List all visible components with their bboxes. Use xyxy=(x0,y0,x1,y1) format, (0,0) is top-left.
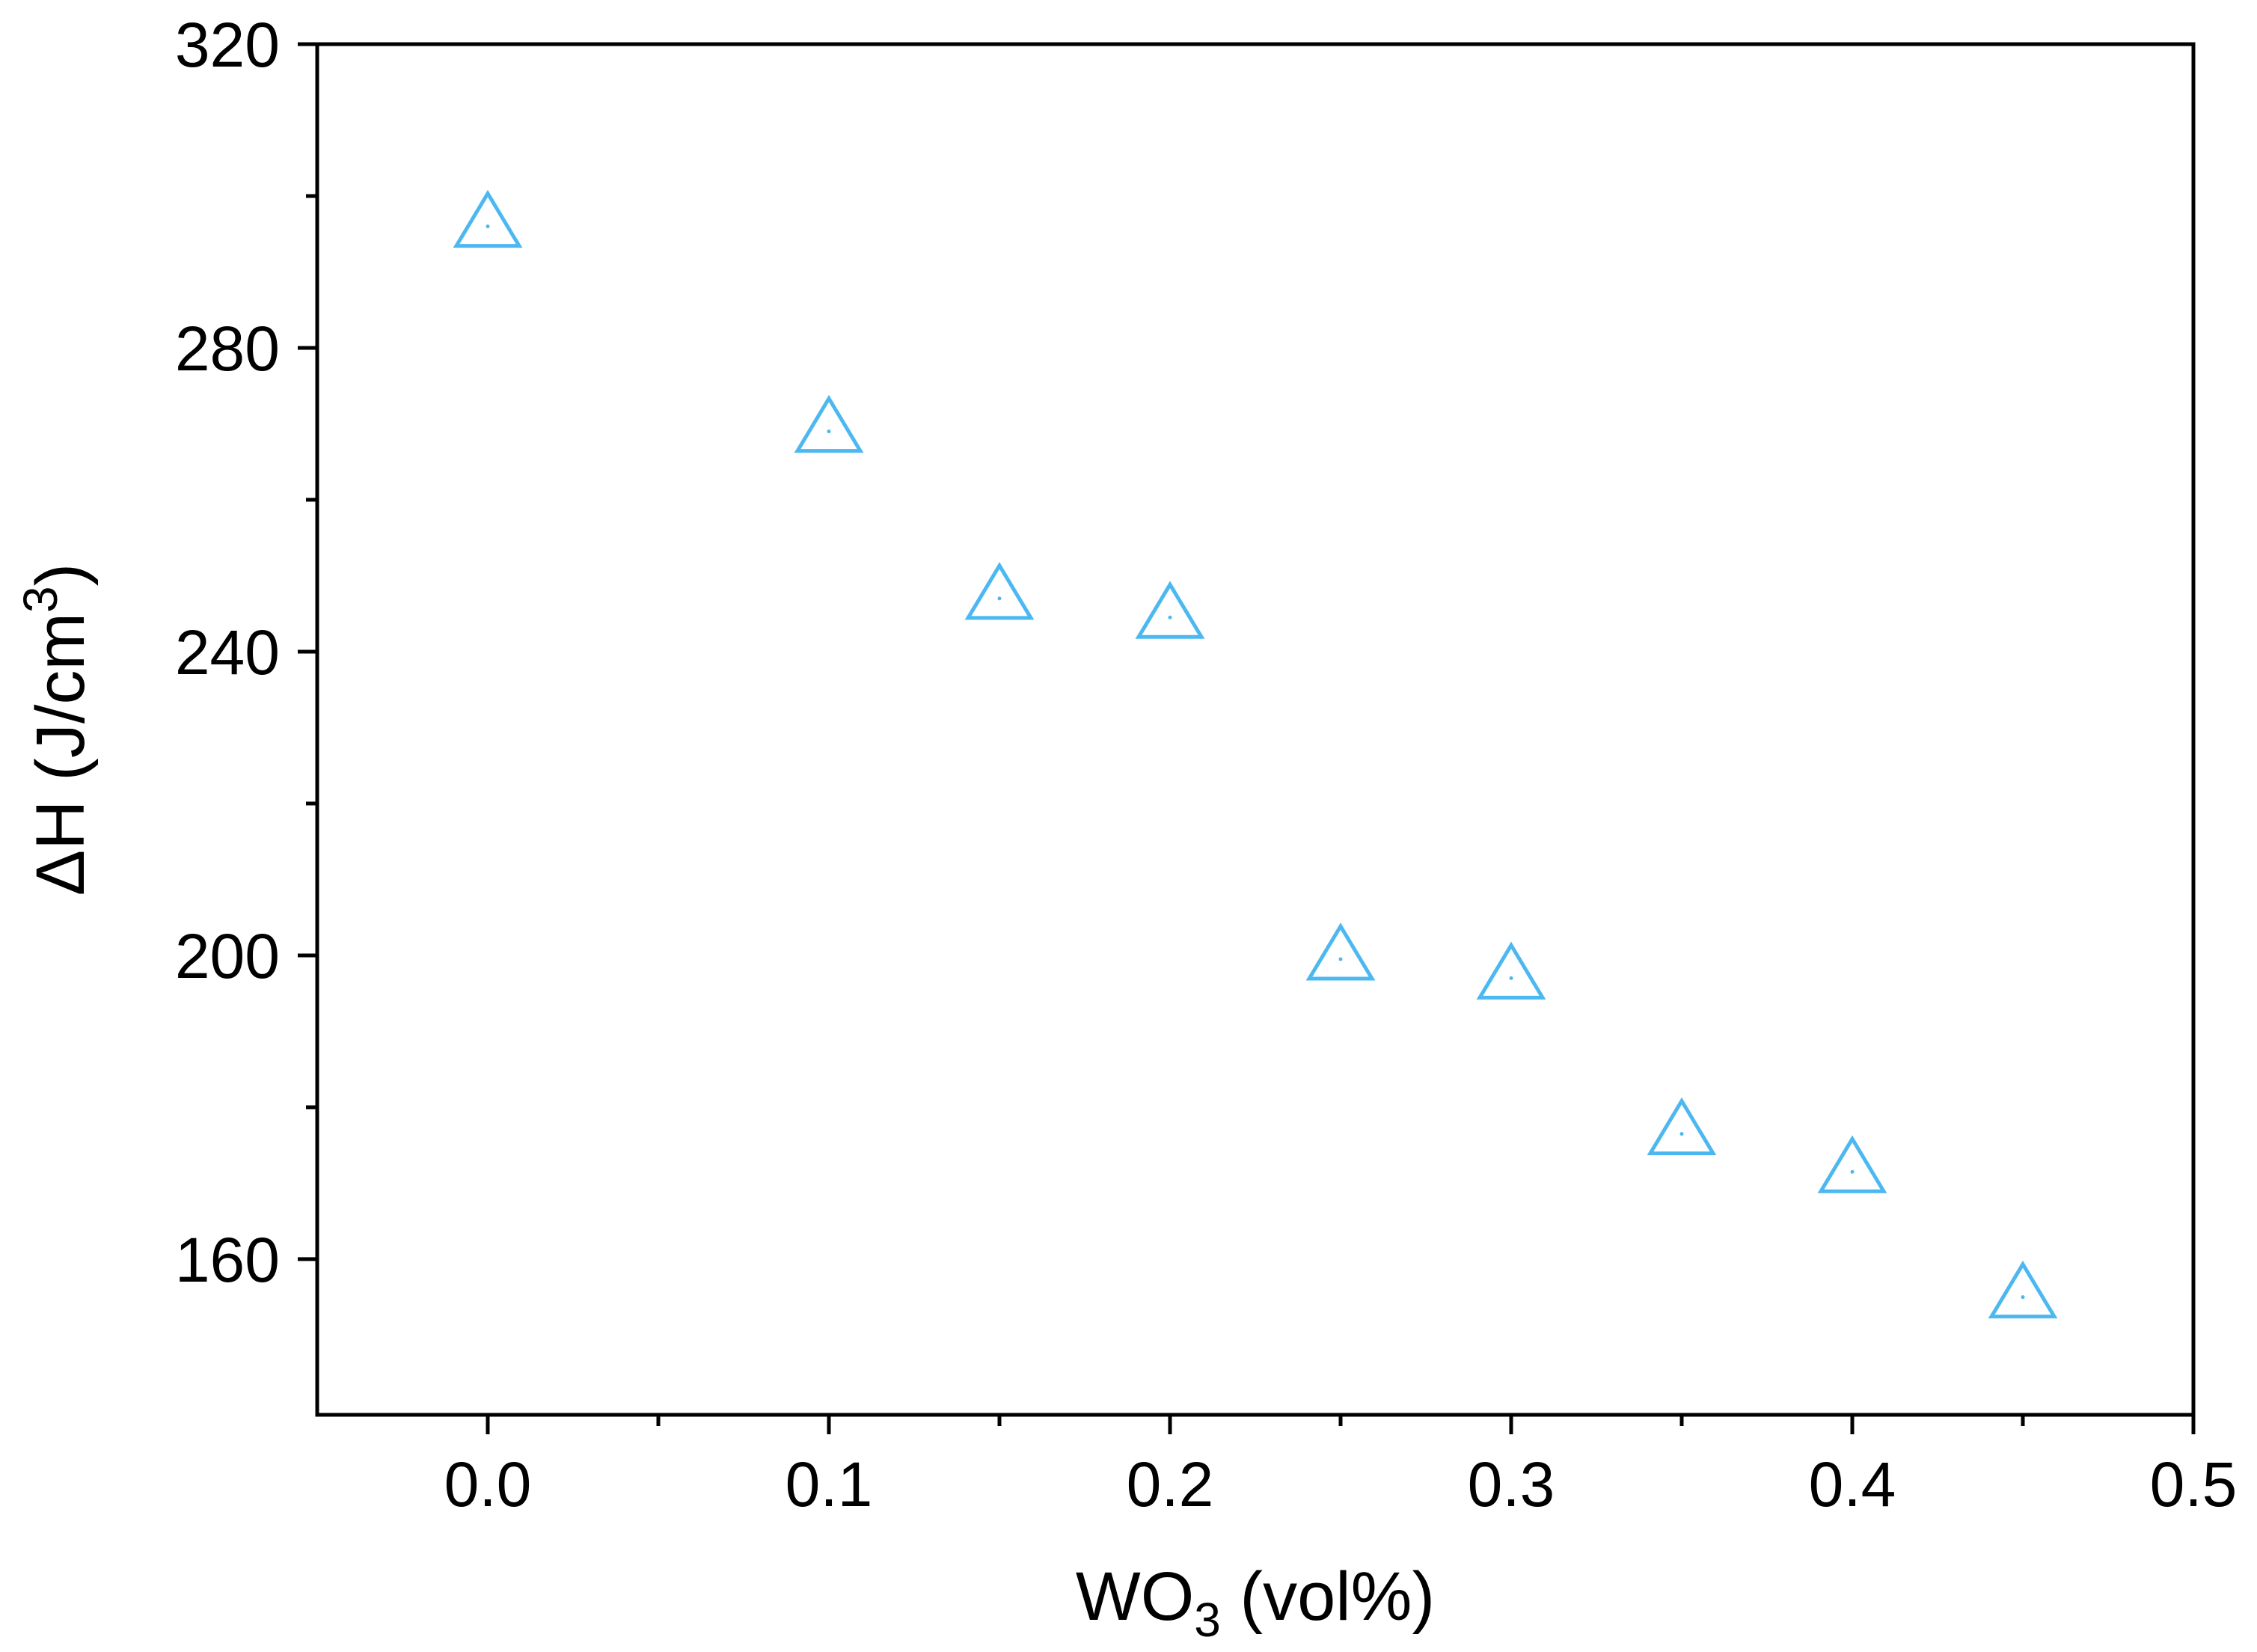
data-point xyxy=(1476,941,1546,1000)
data-point xyxy=(453,189,523,248)
data-point-center xyxy=(997,596,1002,601)
data-point xyxy=(1135,581,1205,639)
y-axis: 160 200 240 280 320 xyxy=(175,10,317,1295)
y-tick-label: 280 xyxy=(175,313,280,384)
data-point-center xyxy=(1338,957,1343,961)
data-point-center xyxy=(1850,1169,1855,1174)
data-point xyxy=(1647,1097,1717,1155)
x-tick-label: 0.4 xyxy=(1809,1449,1896,1520)
y-tick-label: 240 xyxy=(175,617,280,688)
x-tick-label: 0.5 xyxy=(2150,1449,2238,1520)
open-triangle-icon xyxy=(1305,923,1376,981)
data-markers xyxy=(453,189,2058,1319)
data-point-center xyxy=(1679,1131,1684,1136)
x-tick-label: 0.2 xyxy=(1127,1449,1214,1520)
data-point-center xyxy=(2021,1295,2025,1300)
plot-frame xyxy=(315,42,2196,1417)
y-tick-label: 200 xyxy=(175,921,280,991)
open-triangle-icon xyxy=(453,189,523,248)
data-point-center xyxy=(1168,615,1172,620)
open-triangle-icon xyxy=(1647,1097,1717,1155)
y-tick-label: 160 xyxy=(175,1225,280,1295)
x-axis-title: WO3 (vol%) xyxy=(1076,1558,1435,1647)
data-point xyxy=(1305,923,1376,981)
open-triangle-icon xyxy=(1476,941,1546,1000)
x-tick-label: 0.3 xyxy=(1468,1449,1555,1520)
open-triangle-icon xyxy=(1817,1135,1887,1193)
x-axis: 0.0 0.1 0.2 0.3 0.4 0.5 xyxy=(444,1415,2238,1520)
data-point-center xyxy=(486,224,490,229)
open-triangle-icon xyxy=(964,562,1035,620)
data-point xyxy=(1817,1135,1887,1193)
data-point xyxy=(1988,1260,2058,1319)
open-triangle-icon xyxy=(1135,581,1205,639)
data-point-center xyxy=(827,429,831,434)
data-point xyxy=(964,562,1035,620)
y-axis-title: ΔH (J/cm3) xyxy=(13,563,99,896)
open-triangle-icon xyxy=(794,394,864,453)
x-axis-title-subscript: 3 xyxy=(1194,1593,1221,1647)
y-axis-title-superscript: 3 xyxy=(13,586,67,613)
y-tick-label: 320 xyxy=(175,10,280,80)
open-triangle-icon xyxy=(1988,1260,2058,1319)
data-point xyxy=(794,394,864,453)
data-point-center xyxy=(1509,976,1513,980)
x-tick-label: 0.1 xyxy=(785,1449,873,1520)
x-tick-label: 0.0 xyxy=(444,1449,532,1520)
